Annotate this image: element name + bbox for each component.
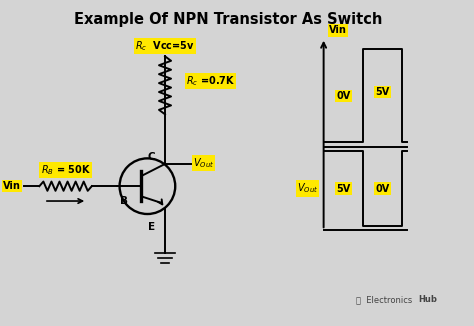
Text: $V_{Out}$: $V_{Out}$ [297,182,318,195]
Text: Vin: Vin [3,181,21,191]
Text: $V_{Out}$: $V_{Out}$ [193,156,214,170]
Text: $R_B$ = 50K: $R_B$ = 50K [41,163,91,177]
Text: 5V: 5V [336,184,350,194]
Text: Hub: Hub [419,295,438,304]
Text: ⎙  Electronics: ⎙ Electronics [356,295,415,304]
Text: C: C [147,152,155,162]
Text: Example Of NPN Transistor As Switch: Example Of NPN Transistor As Switch [74,12,383,27]
Text: $R_c$  Vcc=5v: $R_c$ Vcc=5v [135,39,195,52]
Text: B: B [119,196,128,206]
Text: 0V: 0V [375,184,390,194]
Text: 5V: 5V [375,87,390,97]
Text: 0V: 0V [336,91,350,101]
Text: E: E [147,222,155,232]
Text: Vin: Vin [329,25,347,36]
Text: $R_c$ =0.7K: $R_c$ =0.7K [186,74,235,88]
